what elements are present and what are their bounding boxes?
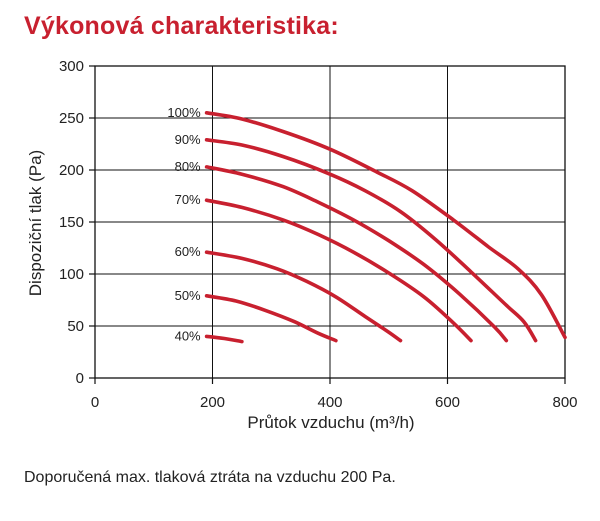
- curve-label: 90%: [175, 132, 201, 147]
- x-tick-label: 0: [91, 394, 99, 411]
- y-axis-label: Dispoziční tlak (Pa): [26, 150, 45, 296]
- curve-labels: 100% 90% 80% 70% 60% 50% 40%: [167, 105, 201, 344]
- x-tick-label: 800: [552, 394, 577, 411]
- y-tick-label: 100: [59, 266, 84, 283]
- curve-60-pct: [204, 250, 403, 343]
- curve-label: 80%: [175, 159, 201, 174]
- curve-100-pct: [204, 111, 567, 340]
- curve-40-pct: [204, 334, 244, 344]
- curve-50-pct: [204, 294, 338, 343]
- tick-labels: 0 50 100 150 200 250 300 0 200 400 600 800: [59, 58, 578, 411]
- y-tick-label: 200: [59, 162, 84, 179]
- x-tick-label: 400: [317, 394, 342, 411]
- grid: [89, 65, 566, 384]
- curve-70-pct: [204, 198, 473, 343]
- y-tick-label: 250: [59, 110, 84, 127]
- curve-label: 60%: [175, 244, 201, 259]
- y-tick-label: 50: [67, 318, 84, 335]
- x-tick-label: 600: [435, 394, 460, 411]
- chart-title: Výkonová charakteristika:: [24, 12, 339, 40]
- x-axis-label: Průtok vzduchu (m³/h): [247, 413, 414, 432]
- x-tick-label: 200: [200, 394, 225, 411]
- curve-80-pct: [204, 165, 509, 343]
- footnote: Doporučená max. tlaková ztráta na vzduch…: [24, 469, 396, 486]
- curves: [204, 111, 567, 344]
- y-tick-label: 150: [59, 214, 84, 231]
- curve-label: 40%: [175, 328, 201, 343]
- curve-90-pct: [204, 138, 538, 343]
- curve-label: 100%: [167, 105, 201, 120]
- y-tick-label: 300: [59, 58, 84, 75]
- curve-label: 50%: [175, 288, 201, 303]
- curve-label: 70%: [175, 192, 201, 207]
- y-tick-label: 0: [76, 370, 84, 387]
